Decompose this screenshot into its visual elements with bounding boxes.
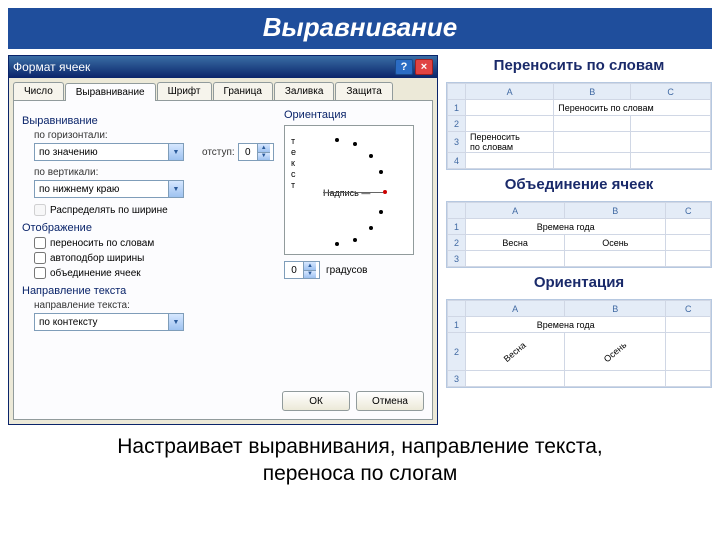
spin-down-icon[interactable]: ▼: [303, 271, 316, 279]
label-indent: отступ:: [202, 147, 235, 158]
chevron-down-icon: ▼: [168, 314, 183, 330]
tab-number[interactable]: Число: [13, 82, 64, 100]
example1-title: Переносить по словам: [446, 57, 712, 74]
help-button[interactable]: ?: [395, 59, 413, 75]
chevron-down-icon: ▼: [168, 181, 183, 197]
label-wrap: переносить по словам: [50, 238, 154, 249]
format-cells-dialog: Формат ячеек ? × Число Выравнивание Шриф…: [8, 55, 438, 425]
combo-horizontal[interactable]: по значению ▼: [34, 143, 184, 161]
tab-pane: Выравнивание по горизонтали: по значению…: [13, 100, 433, 420]
tab-border[interactable]: Граница: [213, 82, 273, 100]
dialog-titlebar: Формат ячеек ? ×: [9, 56, 437, 78]
example3-table: ABC 1Времена года 2ВеснаОсень 3: [446, 299, 712, 388]
tab-protect[interactable]: Защита: [335, 82, 392, 100]
spin-up-icon[interactable]: ▲: [257, 144, 270, 153]
horizontal-text-sample: Надпись —: [323, 188, 370, 198]
examples-column: Переносить по словам ABC 1Переносить по …: [446, 55, 712, 425]
combo-direction-value: по контексту: [35, 317, 168, 328]
check-justify: [34, 204, 46, 216]
label-justify: Распределять по ширине: [50, 205, 168, 216]
check-wrap[interactable]: [34, 237, 46, 249]
combo-horizontal-value: по значению: [35, 147, 168, 158]
close-button[interactable]: ×: [415, 59, 433, 75]
page-banner: Выравнивание: [8, 8, 712, 49]
dialog-title: Формат ячеек: [13, 60, 393, 74]
tabs-row: Число Выравнивание Шрифт Граница Заливка…: [9, 78, 437, 100]
check-fit[interactable]: [34, 252, 46, 264]
chevron-down-icon: ▼: [168, 144, 183, 160]
label-fit: автоподбор ширины: [50, 253, 144, 264]
cancel-button[interactable]: Отмена: [356, 391, 424, 411]
example3-title: Ориентация: [446, 274, 712, 291]
spin-up-icon[interactable]: ▲: [303, 262, 316, 271]
group-orientation: Ориентация: [284, 109, 424, 121]
check-merge[interactable]: [34, 267, 46, 279]
tab-font[interactable]: Шрифт: [157, 82, 212, 100]
label-degrees: градусов: [326, 265, 367, 276]
spin-indent-input[interactable]: [239, 147, 257, 158]
label-direction: направление текста:: [34, 300, 424, 311]
vertical-text-sample: текст: [291, 136, 296, 191]
combo-vertical-value: по нижнему краю: [35, 184, 168, 195]
orientation-arc[interactable]: текст Надпись —: [284, 125, 414, 255]
tab-alignment[interactable]: Выравнивание: [65, 83, 156, 101]
spin-degrees-input[interactable]: [285, 265, 303, 276]
spin-degrees[interactable]: ▲▼: [284, 261, 320, 279]
spin-indent[interactable]: ▲▼: [238, 143, 274, 161]
tab-fill[interactable]: Заливка: [274, 82, 335, 100]
combo-vertical[interactable]: по нижнему краю ▼: [34, 180, 184, 198]
label-merge: объединение ячеек: [50, 268, 141, 279]
example2-title: Объединение ячеек: [446, 176, 712, 193]
content-row: Формат ячеек ? × Число Выравнивание Шриф…: [0, 49, 720, 425]
orientation-panel: Ориентация текст Надпись —: [284, 109, 424, 279]
footer-caption: Настраивает выравнивания, направление те…: [0, 433, 720, 488]
spin-down-icon[interactable]: ▼: [257, 153, 270, 161]
ok-button[interactable]: ОК: [282, 391, 350, 411]
combo-direction[interactable]: по контексту ▼: [34, 313, 184, 331]
example2-table: ABC 1Времена года 2ВеснаОсень 3: [446, 201, 712, 268]
example1-table: ABC 1Переносить по словам 2 3Переноситьп…: [446, 82, 712, 170]
group-direction: Направление текста: [22, 285, 424, 297]
